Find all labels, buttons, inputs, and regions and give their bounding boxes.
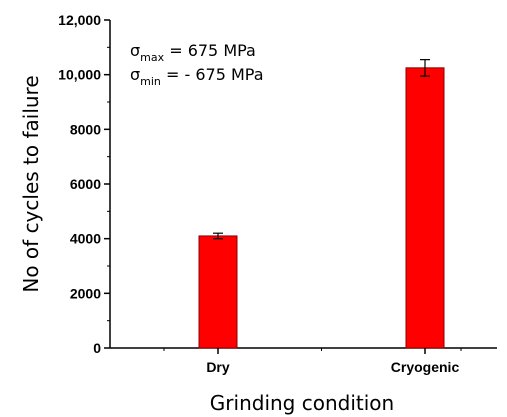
y-tick-label: 4000: [70, 231, 101, 247]
y-tick-label: 2000: [70, 285, 101, 301]
y-tick-label: 8000: [70, 121, 101, 137]
bar-dry: [199, 236, 237, 348]
x-axis-title: Grinding condition: [210, 391, 394, 415]
y-tick-label: 12,000: [58, 12, 101, 28]
y-tick-label: 6000: [70, 176, 101, 192]
y-axis-title: No of cycles to failure: [19, 75, 43, 292]
y-tick-label: 10,000: [58, 67, 101, 83]
x-tick-label-cryogenic: Cryogenic: [391, 359, 460, 375]
x-tick-label-dry: Dry: [206, 359, 230, 375]
annotation-sigma-min: σmin = - 675 MPa: [130, 65, 264, 88]
y-tick-label: 0: [93, 340, 101, 356]
annotation-sigma-max: σmax = 675 MPa: [130, 41, 256, 64]
bar-cryogenic: [406, 68, 444, 348]
